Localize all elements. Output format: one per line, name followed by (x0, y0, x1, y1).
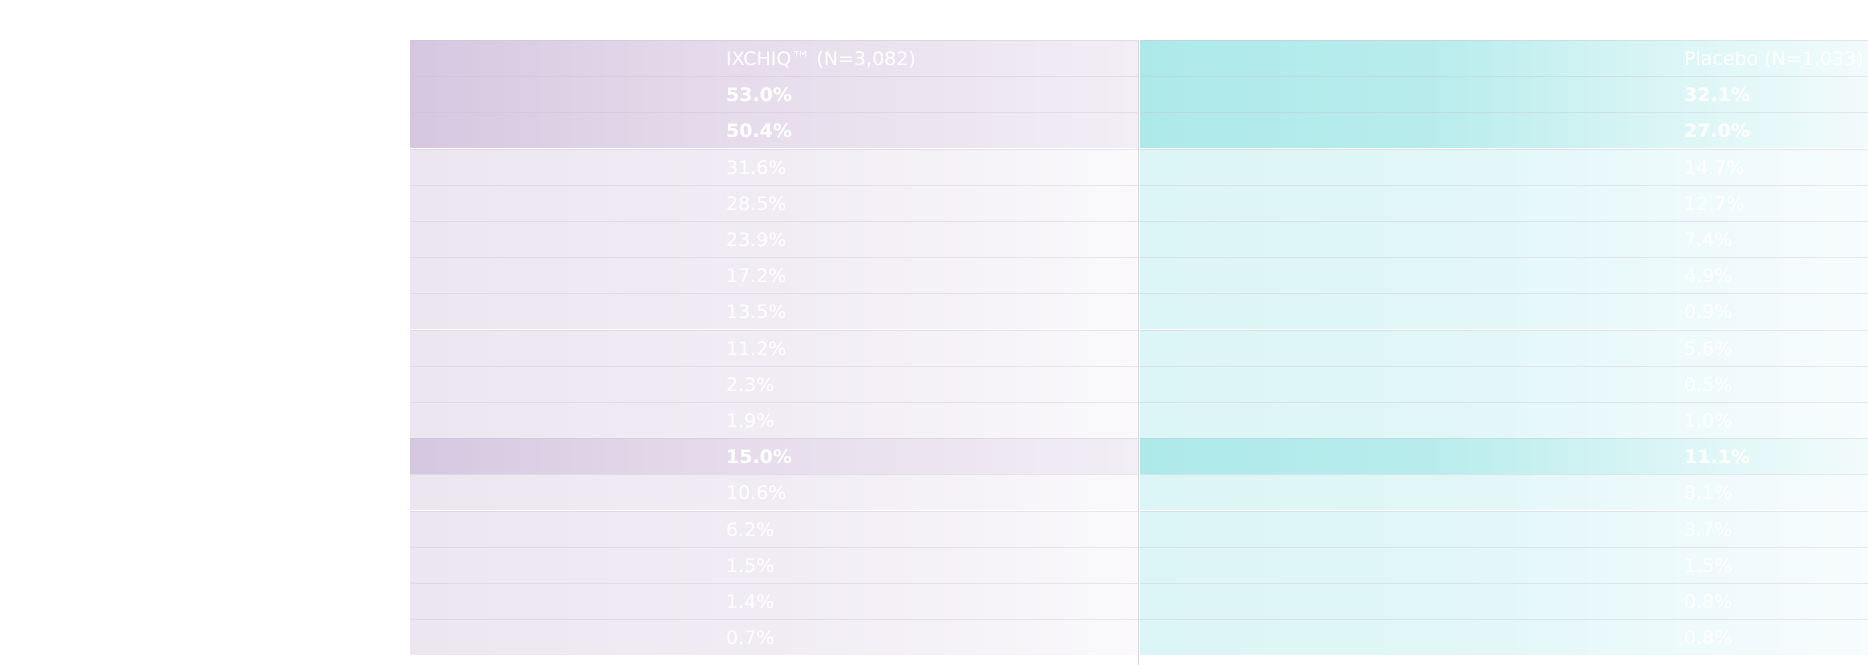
ixchiq-value: 31.6% (726, 156, 787, 179)
ixchiq-row-13: 6.2% (410, 510, 1138, 547)
ixchiq-row-11: 15.0% (410, 438, 1138, 475)
placebo-row-9: 0.5% (1140, 365, 1868, 402)
placebo-row-8: 5.6% (1140, 329, 1868, 366)
placebo-row-12: 8.1% (1140, 474, 1868, 511)
placebo-row-4: 12.7% (1140, 184, 1868, 221)
ixchiq-column: IXCHIQ™ (N=3,082) 53.0% 50.4% 31.6% 28.5% 23.… (410, 40, 1139, 665)
ixchiq-value: 10.6% (726, 482, 787, 505)
ixchiq-value: 28.5% (726, 192, 787, 215)
placebo-row-10: 1.0% (1140, 402, 1868, 438)
ixchiq-value: 13.5% (726, 301, 787, 324)
ixchiq-row-7: 13.5% (410, 293, 1138, 330)
placebo-value: 5.6% (1684, 337, 1733, 360)
placebo-value: 8.1% (1684, 482, 1733, 505)
ixchiq-row-4: 28.5% (410, 184, 1138, 221)
ixchiq-value: 1.9% (726, 410, 775, 432)
placebo-row-3: 14.7% (1140, 148, 1868, 185)
placebo-value: 14.7% (1684, 156, 1745, 179)
ixchiq-value: 6.2% (726, 518, 775, 541)
placebo-row-5: 7.4% (1140, 221, 1868, 257)
ixchiq-row-15: 1.4% (410, 583, 1138, 619)
ixchiq-value: 15.0% (726, 446, 792, 469)
ixchiq-value: 17.2% (726, 265, 787, 288)
placebo-row-14: 1.5% (1140, 546, 1868, 583)
placebo-row-7: 0.9% (1140, 293, 1868, 330)
ixchiq-value: 50.4% (726, 120, 792, 143)
ixchiq-value: 2.3% (726, 373, 775, 396)
ixchiq-row-16: 0.7% (410, 619, 1138, 656)
ixchiq-row-2: 50.4% (410, 112, 1138, 149)
ixchiq-value: 0.7% (726, 627, 775, 650)
placebo-value: 0.8% (1684, 591, 1733, 613)
placebo-row-16: 0.8% (1140, 619, 1868, 656)
ixchiq-row-12: 10.6% (410, 474, 1138, 511)
placebo-row-13: 3.7% (1140, 510, 1868, 547)
ixchiq-value: 53.0% (726, 84, 792, 107)
placebo-row-6: 4.9% (1140, 257, 1868, 294)
placebo-value: 32.1% (1684, 84, 1750, 107)
ixchiq-value: 1.5% (726, 554, 775, 577)
placebo-column: Placebo (N=1,033) 32.1% 27.0% 14.7% 12.7% 7.4… (1140, 40, 1868, 665)
placebo-value: 1.5% (1684, 554, 1733, 577)
placebo-value: 3.7% (1684, 518, 1733, 541)
placebo-row-11: 11.1% (1140, 438, 1868, 475)
placebo-value: 27.0% (1684, 120, 1750, 143)
ixchiq-row-5: 23.9% (410, 221, 1138, 257)
placebo-value: 4.9% (1684, 265, 1733, 288)
placebo-row-1: 32.1% (1140, 76, 1868, 113)
placebo-value: 0.9% (1684, 301, 1733, 324)
placebo-value: 1.0% (1684, 410, 1733, 432)
ixchiq-row-3: 31.6% (410, 148, 1138, 185)
ixchiq-value: 1.4% (726, 591, 775, 613)
ixchiq-row-6: 17.2% (410, 257, 1138, 294)
placebo-value: 11.1% (1684, 446, 1750, 469)
ixchiq-row-9: 2.3% (410, 365, 1138, 402)
placebo-value: 0.5% (1684, 373, 1733, 396)
placebo-value: 7.4% (1684, 229, 1733, 251)
placebo-header: Placebo (N=1,033) (1140, 40, 1868, 76)
ixchiq-header-label: IXCHIQ™ (N=3,082) (726, 48, 916, 70)
ixchiq-row-1: 53.0% (410, 76, 1138, 113)
placebo-value: 0.8% (1684, 627, 1733, 650)
placebo-header-label: Placebo (N=1,033) (1684, 48, 1864, 70)
ixchiq-header: IXCHIQ™ (N=3,082) (410, 40, 1138, 76)
ixchiq-value: 23.9% (726, 229, 787, 251)
placebo-value: 12.7% (1684, 192, 1745, 215)
ixchiq-row-14: 1.5% (410, 546, 1138, 583)
placebo-row-15: 0.8% (1140, 583, 1868, 619)
ixchiq-value: 11.2% (726, 337, 787, 360)
adverse-reactions-table: IXCHIQ™ (N=3,082) 53.0% 50.4% 31.6% 28.5% 23.… (410, 40, 1868, 665)
placebo-row-2: 27.0% (1140, 112, 1868, 149)
ixchiq-row-10: 1.9% (410, 402, 1138, 438)
ixchiq-row-8: 11.2% (410, 329, 1138, 366)
